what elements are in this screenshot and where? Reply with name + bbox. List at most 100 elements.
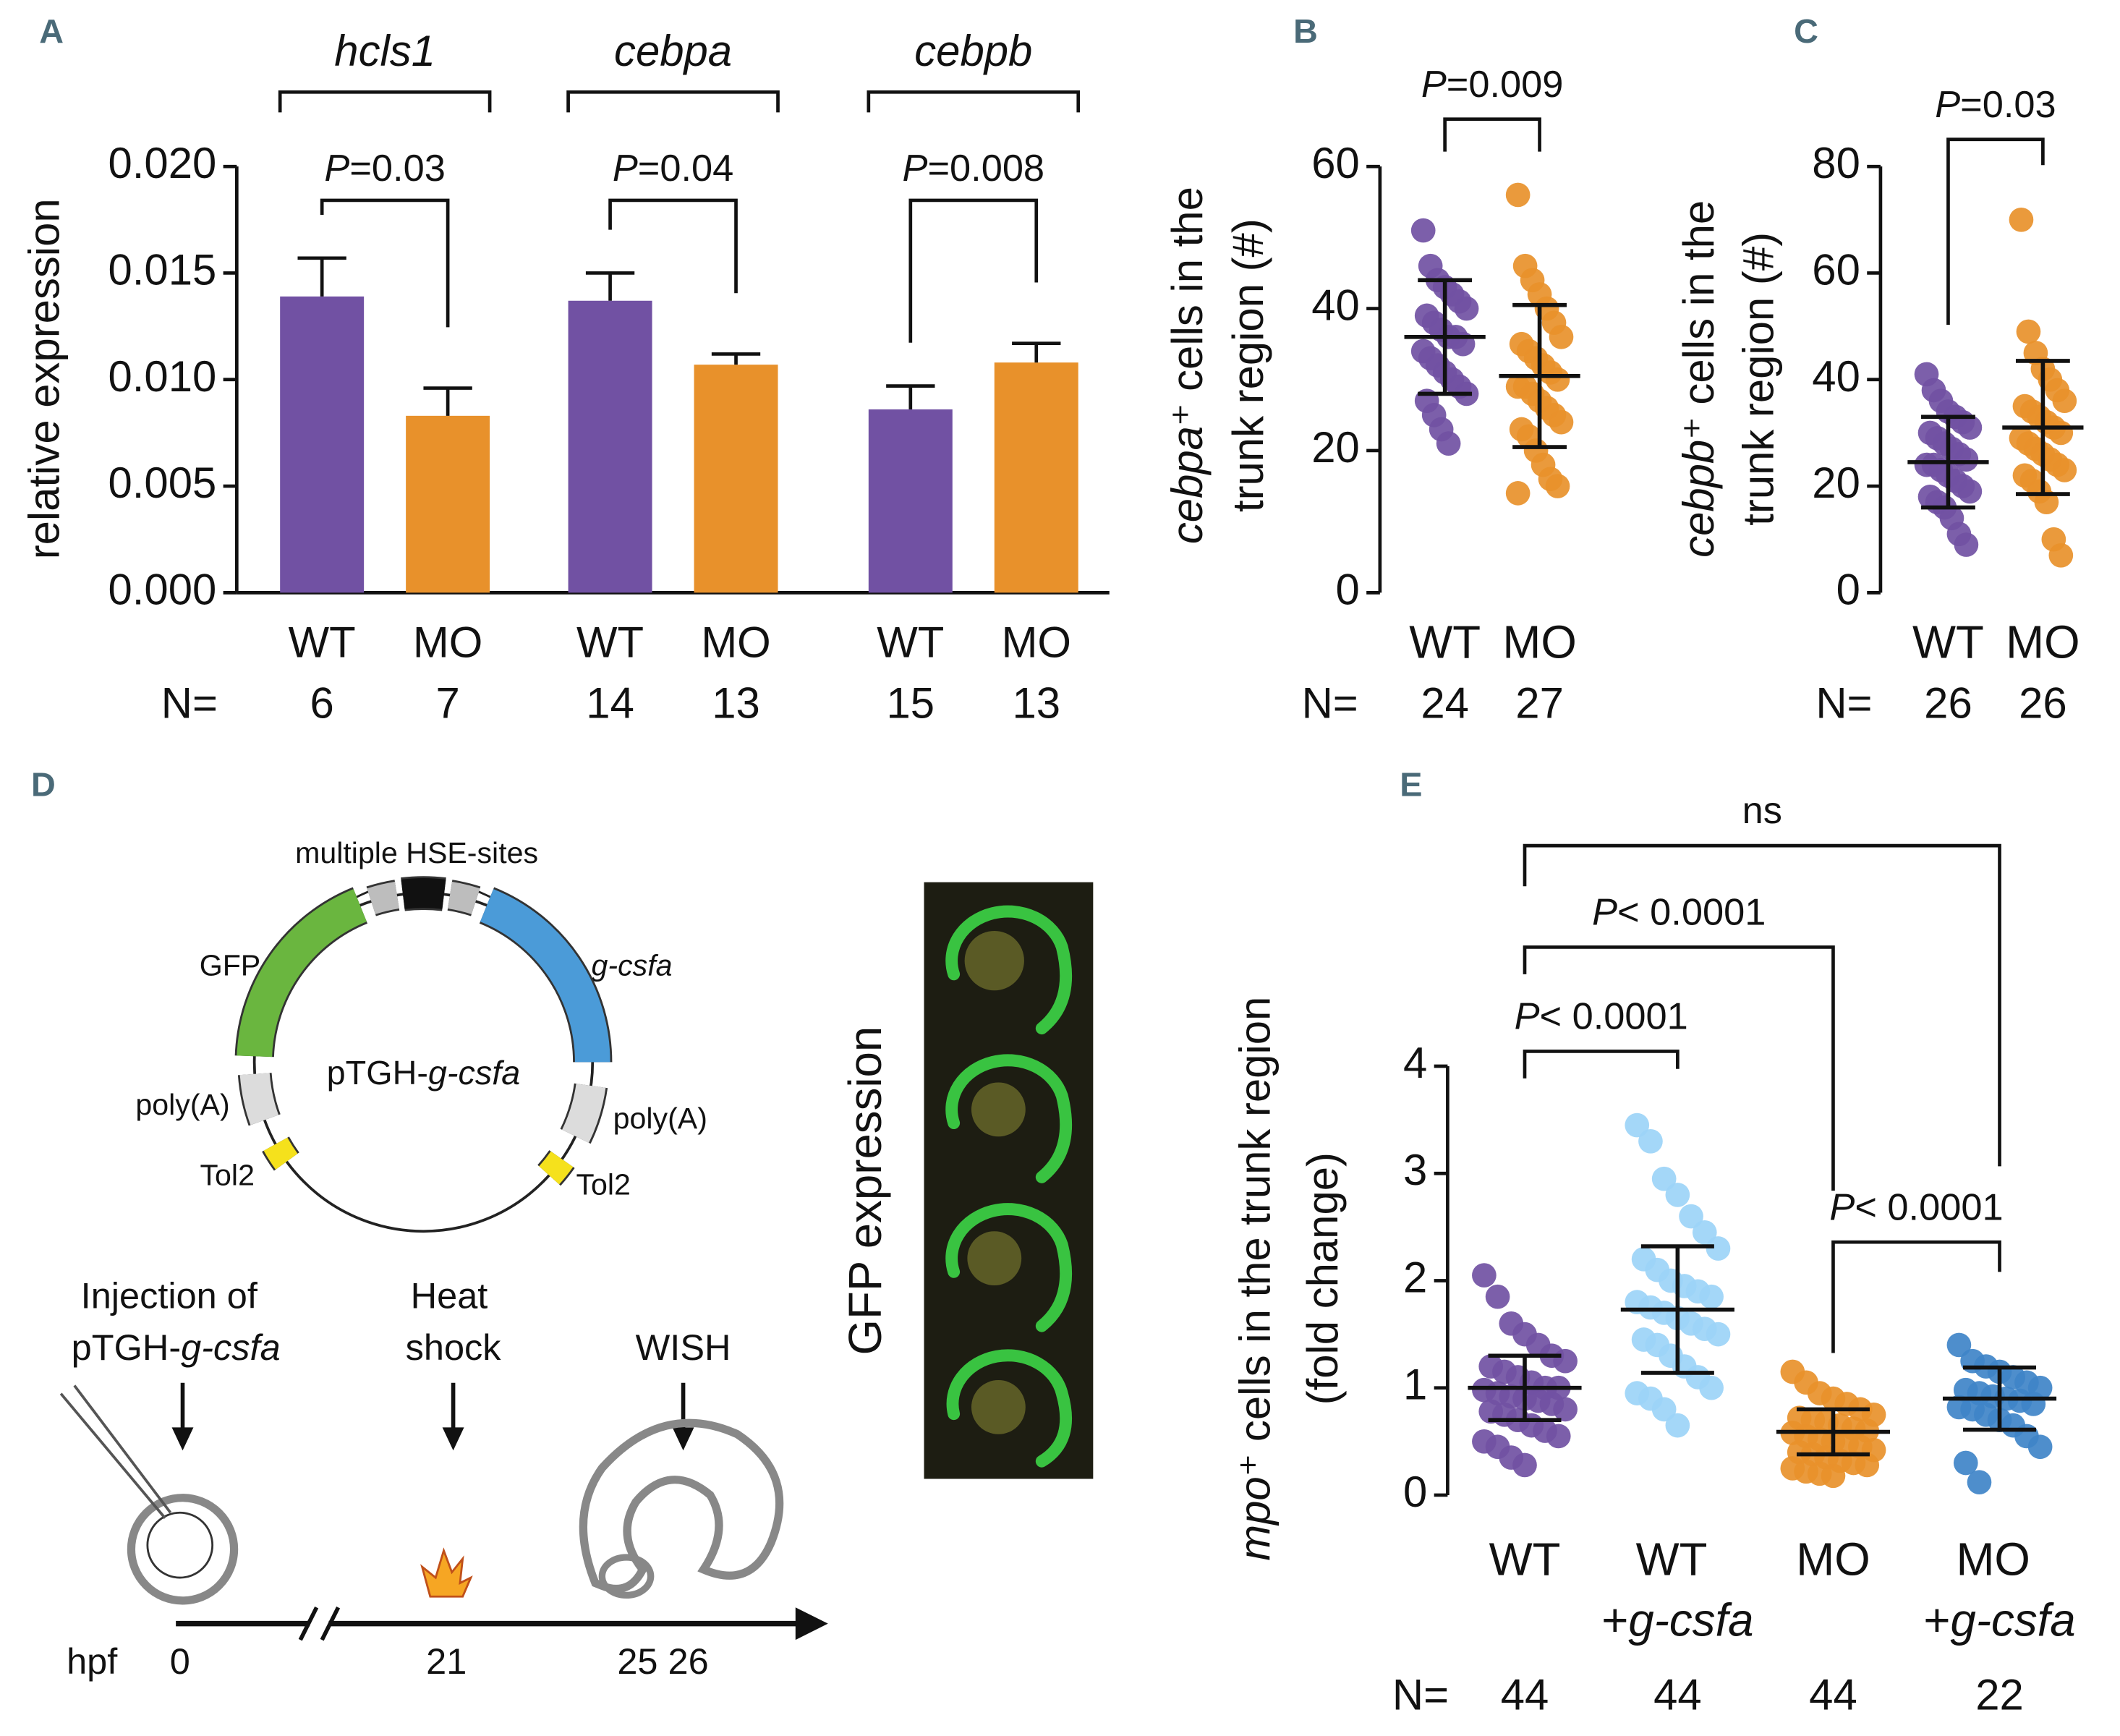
embryo-yolk — [964, 930, 1026, 1434]
text-run: P — [903, 148, 928, 190]
text-run: + — [1923, 1594, 1950, 1646]
data-point — [1545, 367, 1570, 392]
gene-label: GFP — [200, 948, 261, 982]
bar — [568, 300, 652, 593]
text-run: P — [1421, 64, 1447, 106]
text-run: P — [613, 148, 638, 190]
n-label: N= — [161, 678, 218, 727]
text-run: 26 — [1924, 678, 1972, 727]
flame — [420, 1547, 473, 1598]
text-run: WT — [576, 618, 644, 666]
text-run: MO — [701, 618, 770, 666]
text-run: 13 — [1012, 678, 1060, 727]
y-tick-label: 1 — [1403, 1361, 1427, 1409]
comparison-bracket — [867, 90, 1081, 113]
text-run: WISH — [636, 1327, 731, 1368]
plasmid-segment — [239, 1072, 279, 1126]
text-run: 0 — [1403, 1468, 1427, 1516]
text-run: < 0.0001 — [1617, 891, 1766, 933]
text-run: 0.010 — [108, 352, 217, 401]
sd-bar — [1512, 302, 1567, 449]
time-label: hpf — [67, 1641, 118, 1682]
data-point — [1549, 325, 1574, 349]
text-run: 27 — [1515, 678, 1564, 727]
y-tick-label: 60 — [1812, 245, 1860, 294]
text-run: 0 — [1336, 565, 1360, 613]
x-tick-label: WT — [1409, 616, 1481, 668]
n-label: N= — [1392, 1670, 1449, 1719]
error-bar — [1012, 341, 1061, 363]
text-run: 20 — [1812, 459, 1860, 507]
sd-bar — [1418, 278, 1473, 396]
y-tick-label: 0.000 — [108, 565, 217, 613]
n-value: 44 — [1653, 1670, 1702, 1719]
data-point — [1967, 1470, 1992, 1495]
polya-label: poly(A) — [135, 1088, 229, 1121]
x-tick-label: MO — [1002, 618, 1071, 666]
text-run: g-csfa — [592, 948, 673, 982]
x-tick-label: WT — [1912, 616, 1984, 668]
data-point — [1454, 296, 1479, 321]
tol2-label: Tol2 — [576, 1167, 630, 1201]
data-point — [1651, 1397, 1677, 1422]
annotation: P=0.009 — [1421, 64, 1564, 106]
gfp-photo — [924, 882, 1094, 1479]
bar — [694, 365, 778, 593]
panel-letter: D — [31, 766, 56, 804]
x-tick-label: MO — [2006, 616, 2079, 668]
comparison-bracket — [320, 198, 450, 328]
bar — [406, 415, 490, 593]
sd-bar — [1640, 1244, 1714, 1375]
text-run: pTGH- — [72, 1327, 182, 1368]
text-run: 13 — [712, 678, 760, 727]
group-label: cebpb — [914, 27, 1032, 75]
comparison-bracket — [1523, 843, 2001, 1167]
egg-cell — [146, 1511, 214, 1579]
x-tick-label: MO — [1796, 1533, 1870, 1585]
panel-letter: C — [1794, 12, 1818, 50]
step-label: WISH — [636, 1327, 731, 1368]
data-point — [1512, 1452, 1537, 1478]
comparison-bracket — [278, 90, 492, 113]
data-point — [2027, 1434, 2053, 1460]
pipette — [59, 1384, 172, 1519]
text-run: N= — [1392, 1670, 1449, 1719]
text-run: 15 — [887, 678, 935, 727]
n-value: 44 — [1501, 1670, 1549, 1719]
text-run: 80 — [1812, 139, 1860, 187]
plasmid-segment — [480, 889, 610, 1063]
text-run: 3 — [1403, 1146, 1427, 1194]
text-run: 44 — [1809, 1670, 1857, 1719]
text-run: MO — [1502, 616, 1576, 668]
y-axis-label: trunk region (#) — [1224, 218, 1272, 512]
text-run: pTGH- — [327, 1054, 428, 1092]
text-run: ns — [1742, 790, 1782, 832]
text-run: Heat — [411, 1275, 488, 1316]
y-tick-label: 0 — [1336, 565, 1360, 613]
text-run: P — [1515, 995, 1540, 1037]
text-run: 22 — [1975, 1670, 2024, 1719]
data-point — [1679, 1204, 1703, 1229]
data-point — [2016, 319, 2041, 344]
text-run: MO — [1796, 1533, 1870, 1585]
data-point — [2021, 1392, 2046, 1416]
x-tick-label: MO — [1502, 616, 1576, 668]
step-label: Heat — [411, 1275, 488, 1316]
data-point — [1957, 415, 1983, 440]
photo-label: GFP expression — [840, 1026, 891, 1356]
text-run: WT — [1489, 1533, 1561, 1585]
y-axis-label: cebpa⁺ cells in the — [1163, 187, 1212, 544]
y-tick-label: 20 — [1311, 423, 1360, 472]
text-run: poly(A) — [613, 1102, 707, 1135]
error-bar — [423, 386, 472, 416]
panel-letter: B — [1293, 12, 1318, 50]
data-point — [1545, 474, 1570, 498]
egg — [127, 1494, 239, 1605]
text-run: GFP — [200, 948, 261, 982]
x-tick-label: WT — [877, 618, 944, 666]
y-tick-label: 60 — [1311, 139, 1360, 187]
plasmid-segment — [561, 1083, 606, 1143]
y-tick-label: 40 — [1812, 352, 1860, 401]
timeline: Injection of pTGH-g-csfa Heat shock WISH… — [59, 1275, 828, 1682]
